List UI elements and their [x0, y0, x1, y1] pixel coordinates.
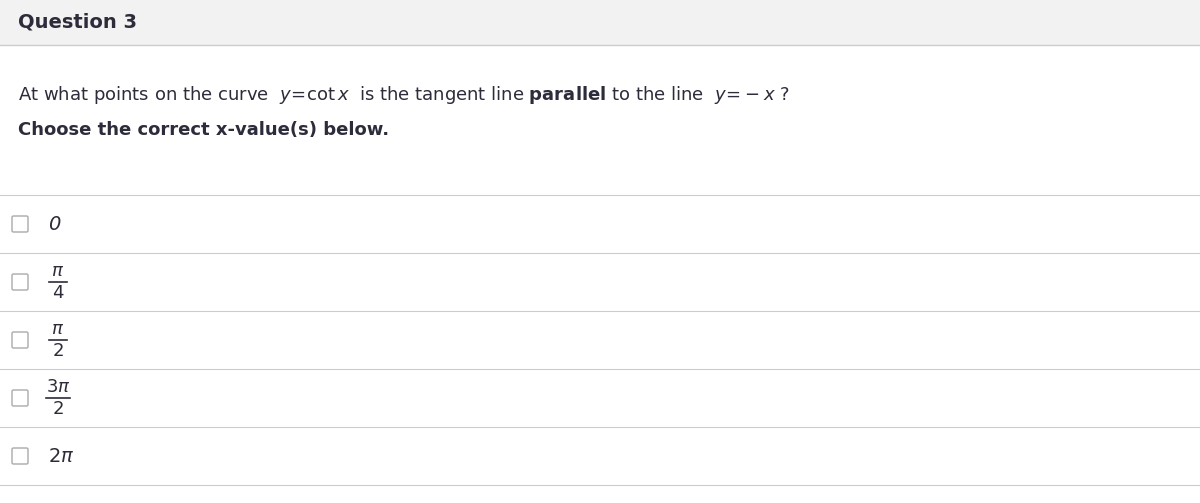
Bar: [0, 0, 1200, 45]
Text: Question 3: Question 3: [18, 13, 137, 32]
Text: $π$: $π$: [52, 320, 65, 338]
Text: At what points on the curve  $\it{y}\!=\!\mathrm{cot}\,\it{x}$  is the tangent l: At what points on the curve $\it{y}\!=\!…: [18, 84, 790, 106]
FancyBboxPatch shape: [12, 448, 28, 464]
Text: $4$: $4$: [52, 284, 65, 302]
FancyBboxPatch shape: [12, 332, 28, 348]
Text: $2$: $2$: [52, 342, 64, 360]
FancyBboxPatch shape: [12, 390, 28, 406]
FancyBboxPatch shape: [12, 274, 28, 290]
Text: $2\pi$: $2\pi$: [48, 447, 74, 465]
Text: $π$: $π$: [52, 262, 65, 280]
Text: Choose the correct x-value(s) below.: Choose the correct x-value(s) below.: [18, 121, 389, 139]
FancyBboxPatch shape: [12, 216, 28, 232]
Text: $2$: $2$: [52, 400, 64, 418]
Text: $3π$: $3π$: [46, 378, 71, 396]
Text: 0: 0: [48, 214, 60, 233]
